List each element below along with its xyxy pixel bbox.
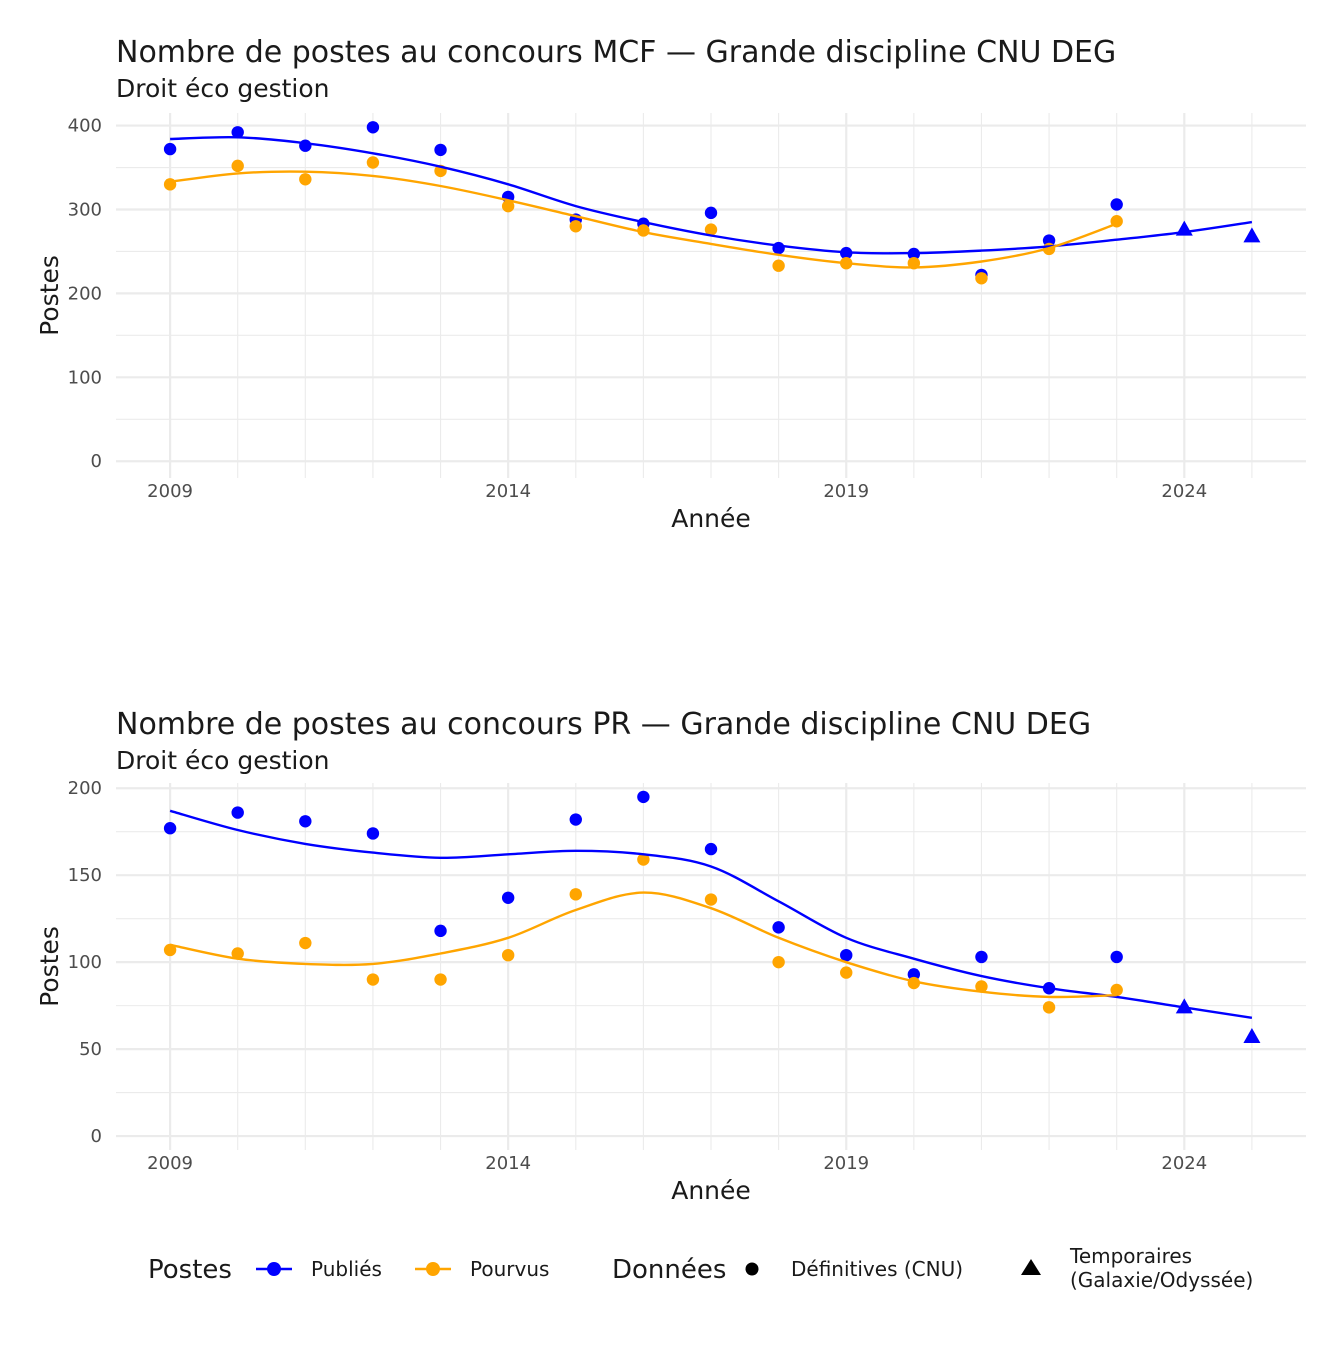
data-point bbox=[434, 143, 447, 157]
chart-title: Nombre de postes au concours MCF — Grand… bbox=[116, 35, 1116, 70]
data-point bbox=[1110, 198, 1123, 211]
legend-circle-icon bbox=[745, 1262, 759, 1276]
smooth-line-pourvus bbox=[169, 891, 1117, 999]
legend-label-definitives: Définitives (CNU) bbox=[791, 1257, 963, 1281]
data-point bbox=[501, 891, 515, 904]
data-point bbox=[163, 822, 177, 835]
data-point bbox=[231, 947, 244, 960]
x-tick-label: 2024 bbox=[1161, 1153, 1207, 1174]
data-point bbox=[501, 199, 515, 213]
data-point bbox=[366, 827, 380, 840]
data-point bbox=[840, 966, 853, 979]
legend-swatch-pourvus-dot bbox=[426, 1262, 440, 1276]
data-point bbox=[163, 142, 177, 156]
x-tick-label: 2014 bbox=[485, 1153, 531, 1174]
chart-subtitle: Droit éco gestion bbox=[116, 746, 330, 775]
data-point bbox=[569, 888, 582, 901]
gridlines bbox=[116, 113, 1306, 478]
x-axis-title: Année bbox=[671, 1176, 751, 1205]
data-point bbox=[907, 968, 921, 981]
data-point bbox=[1110, 950, 1123, 964]
temporary-data-point bbox=[1175, 998, 1193, 1014]
y-tick-label: 100 bbox=[68, 952, 102, 973]
legend-shape-title: Données bbox=[612, 1255, 726, 1285]
smooth-line-pourvus bbox=[169, 170, 1118, 269]
data-point bbox=[975, 272, 988, 285]
series-pourvus bbox=[163, 853, 1123, 1014]
data-point bbox=[704, 842, 718, 856]
y-tick-label: 50 bbox=[79, 1039, 102, 1060]
y-axis-title: Postes bbox=[35, 926, 64, 1007]
data-point bbox=[366, 156, 380, 169]
x-tick-label: 2019 bbox=[823, 481, 869, 502]
chart-title: Nombre de postes au concours PR — Grande… bbox=[116, 707, 1091, 742]
legend-swatch-publies-dot bbox=[267, 1262, 281, 1276]
data-point bbox=[975, 950, 988, 964]
data-point bbox=[231, 126, 244, 139]
data-point bbox=[772, 259, 785, 272]
y-tick-label: 0 bbox=[91, 451, 102, 472]
temporary-data-point bbox=[1243, 227, 1261, 243]
data-point bbox=[366, 121, 380, 134]
smooth-line-publies bbox=[169, 809, 1253, 1019]
data-point bbox=[434, 924, 447, 938]
data-point bbox=[299, 139, 312, 152]
y-tick-label: 100 bbox=[68, 367, 102, 388]
y-tick-label: 300 bbox=[68, 199, 102, 220]
legend-label-pourvus: Pourvus bbox=[470, 1257, 549, 1281]
y-tick-label: 150 bbox=[68, 865, 102, 886]
legend-label-publies: Publiés bbox=[311, 1257, 382, 1281]
data-point bbox=[569, 813, 582, 826]
y-tick-label: 200 bbox=[68, 283, 102, 304]
y-axis-title: Postes bbox=[35, 255, 64, 336]
legend-color-title: Postes bbox=[148, 1255, 232, 1285]
legend-label-temporaires-line1: Temporaires bbox=[1069, 1244, 1192, 1268]
legend-label-temporaires-line2: (Galaxie/Odyssée) bbox=[1070, 1268, 1253, 1292]
data-point bbox=[231, 159, 244, 173]
legend-triangle-icon bbox=[1021, 1259, 1041, 1275]
data-point bbox=[569, 220, 582, 233]
data-point bbox=[637, 790, 650, 804]
data-point bbox=[704, 223, 718, 236]
x-tick-label: 2009 bbox=[147, 481, 193, 502]
x-tick-label: 2024 bbox=[1161, 481, 1207, 502]
data-point bbox=[704, 893, 718, 906]
data-point bbox=[434, 973, 447, 986]
y-tick-label: 400 bbox=[68, 116, 102, 137]
data-point bbox=[772, 241, 785, 255]
data-point bbox=[163, 178, 177, 191]
data-point bbox=[163, 943, 177, 957]
x-tick-label: 2019 bbox=[823, 1153, 869, 1174]
data-point bbox=[637, 853, 650, 866]
data-point bbox=[1110, 983, 1123, 997]
series-publies bbox=[163, 790, 1261, 1043]
gridlines bbox=[116, 783, 1306, 1150]
data-point bbox=[975, 980, 988, 993]
smooth-line-publies bbox=[170, 135, 1253, 255]
y-tick-label: 200 bbox=[68, 778, 102, 799]
data-point bbox=[840, 948, 853, 962]
chart-panel-1: Nombre de postes au concours MCF — Grand… bbox=[35, 35, 1306, 533]
x-tick-label: 2009 bbox=[147, 1153, 193, 1174]
data-point bbox=[501, 948, 515, 962]
data-point bbox=[299, 173, 312, 186]
x-tick-label: 2014 bbox=[485, 481, 531, 502]
data-point bbox=[366, 973, 380, 986]
data-point bbox=[231, 806, 244, 819]
data-point bbox=[1042, 1001, 1056, 1014]
data-point bbox=[772, 921, 785, 934]
chart-subtitle: Droit éco gestion bbox=[116, 74, 330, 103]
data-point bbox=[704, 206, 718, 220]
chart-panel-2: Nombre de postes au concours PR — Grande… bbox=[35, 707, 1306, 1205]
temporary-data-point bbox=[1243, 1027, 1261, 1043]
data-point bbox=[772, 955, 785, 969]
x-axis-title: Année bbox=[671, 504, 751, 533]
y-tick-label: 0 bbox=[91, 1126, 102, 1147]
data-point bbox=[299, 815, 312, 828]
data-point bbox=[299, 936, 312, 950]
legend: Postes Publiés Pourvus Données Définitiv… bbox=[148, 1244, 1253, 1292]
